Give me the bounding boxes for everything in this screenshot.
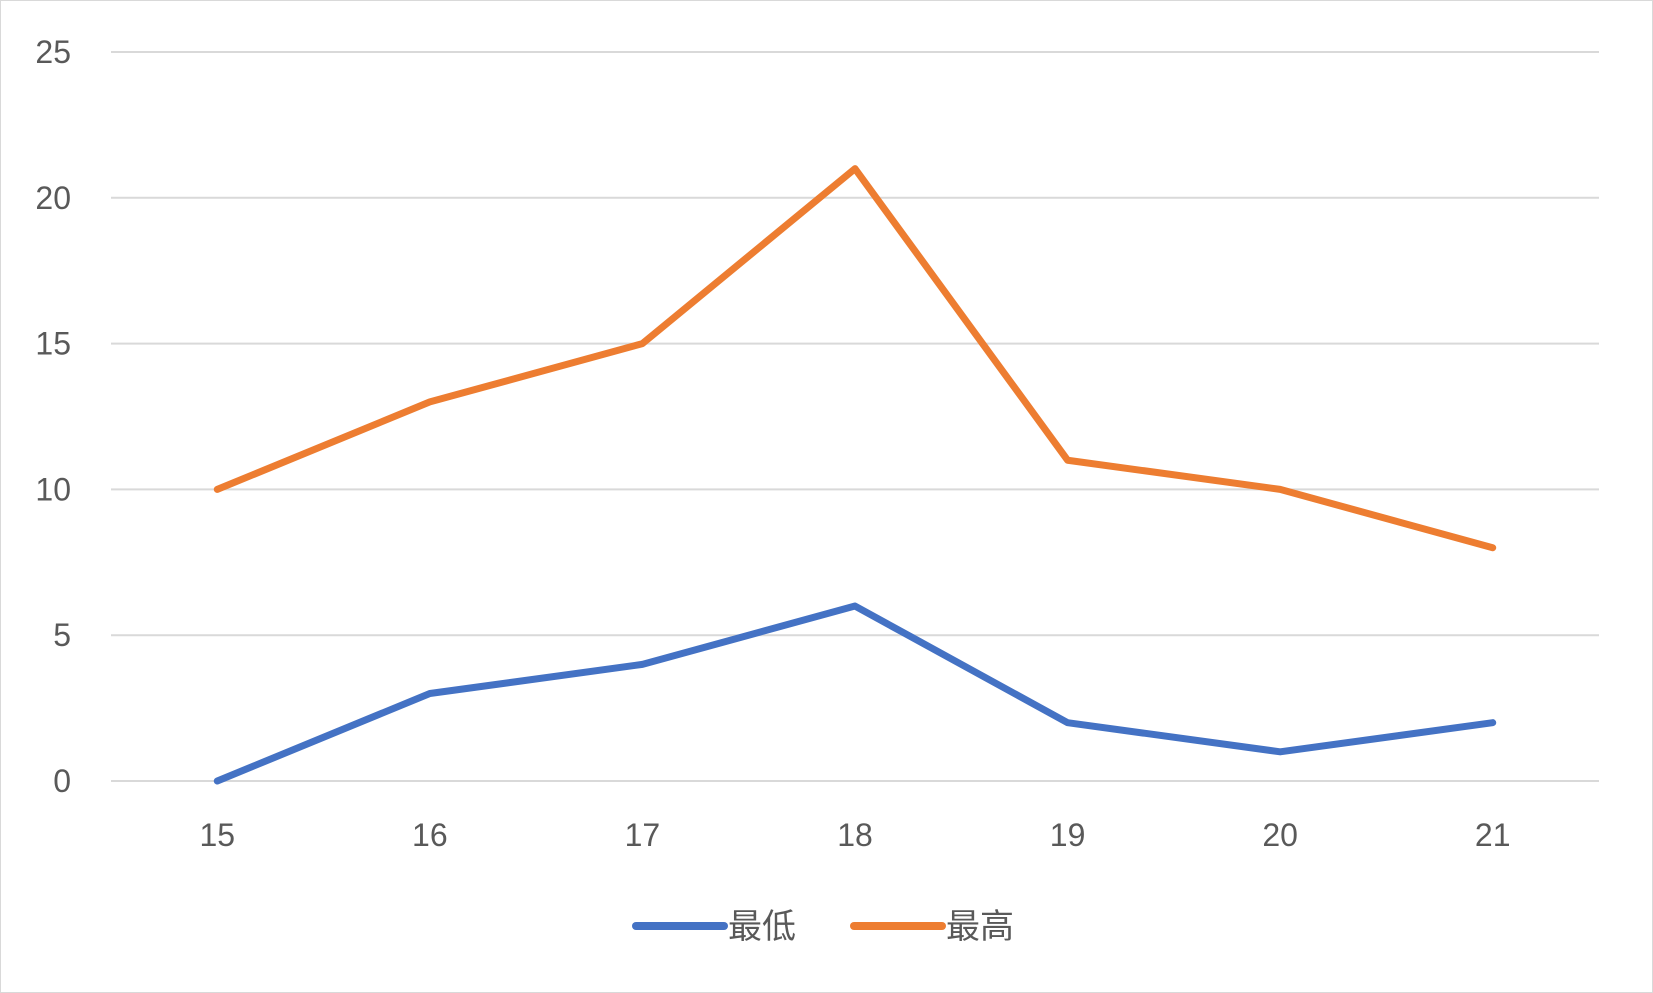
y-tick-label: 5 (53, 617, 71, 653)
data-point (1279, 751, 1281, 753)
y-axis-ticks: 0 5 10 15 20 25 (35, 34, 71, 799)
data-point (429, 693, 431, 695)
x-tick-label: 19 (1050, 817, 1086, 853)
data-point (1067, 459, 1069, 461)
x-tick-label: 15 (199, 817, 235, 853)
x-axis-ticks: 15 16 17 18 19 20 21 (199, 817, 1510, 853)
y-tick-label: 25 (35, 34, 71, 70)
legend: 最低 最高 (632, 907, 1014, 947)
data-point (429, 401, 431, 403)
data-point (1067, 722, 1069, 724)
y-tick-label: 20 (35, 180, 71, 216)
data-point (1492, 547, 1494, 549)
data-point (854, 605, 856, 607)
gridlines (111, 51, 1599, 782)
legend-label: 最低 (728, 907, 796, 947)
x-tick-label: 17 (625, 817, 661, 853)
x-tick-label: 21 (1475, 817, 1511, 853)
data-point (216, 780, 218, 782)
legend-label: 最高 (946, 907, 1014, 947)
x-tick-label: 16 (412, 817, 448, 853)
data-point (1279, 488, 1281, 490)
series-line-0 (213, 602, 1497, 785)
y-tick-label: 0 (53, 763, 71, 799)
data-point (1492, 722, 1494, 724)
y-tick-label: 10 (35, 471, 71, 507)
x-tick-label: 20 (1262, 817, 1298, 853)
data-point (641, 343, 643, 345)
data-point (216, 488, 218, 490)
series-lines (213, 165, 1497, 785)
data-point (854, 168, 856, 170)
x-tick-label: 18 (837, 817, 873, 853)
y-tick-label: 15 (35, 326, 71, 362)
series-line-1 (213, 165, 1497, 552)
data-point (641, 663, 643, 665)
